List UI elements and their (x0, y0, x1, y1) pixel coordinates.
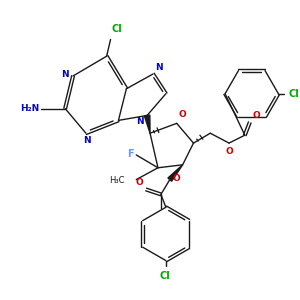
Text: O: O (179, 110, 186, 119)
Polygon shape (168, 165, 183, 181)
Text: H₃C: H₃C (109, 176, 124, 185)
Text: N: N (61, 70, 69, 80)
Text: N: N (83, 136, 91, 145)
Text: O: O (225, 147, 233, 156)
Text: N: N (136, 117, 144, 126)
Text: F: F (127, 149, 133, 159)
Text: Cl: Cl (112, 25, 122, 34)
Text: O: O (253, 111, 260, 120)
Text: N: N (155, 63, 163, 72)
Text: Cl: Cl (160, 272, 170, 281)
Text: Cl: Cl (288, 89, 299, 99)
Polygon shape (144, 115, 150, 133)
Text: O: O (135, 178, 143, 187)
Text: H₂N: H₂N (20, 104, 40, 113)
Text: O: O (173, 174, 181, 183)
